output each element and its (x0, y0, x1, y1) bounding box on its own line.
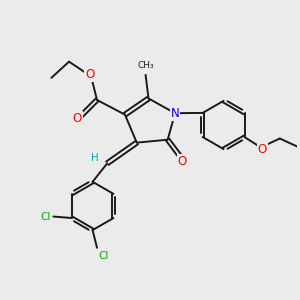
Text: Cl: Cl (98, 251, 109, 261)
Text: O: O (73, 112, 82, 125)
Text: O: O (258, 143, 267, 156)
Text: CH₃: CH₃ (137, 61, 154, 70)
Text: O: O (178, 155, 187, 168)
Text: O: O (85, 68, 94, 81)
Text: Cl: Cl (41, 212, 51, 221)
Text: N: N (171, 107, 179, 120)
Text: H: H (91, 153, 99, 163)
